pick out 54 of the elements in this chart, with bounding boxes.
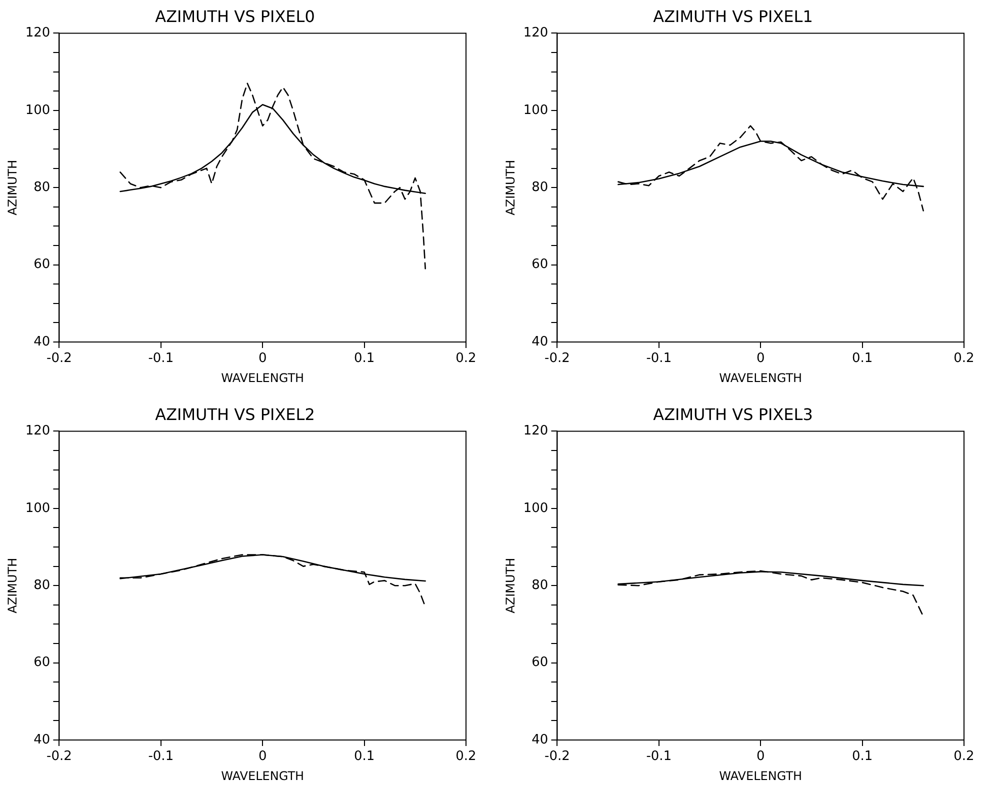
x-tick-label: 0.1: [354, 749, 375, 764]
y-tick-label: 80: [34, 578, 50, 593]
chart-title: AZIMUTH VS PIXEL1: [653, 6, 813, 26]
x-axis-title: WAVELENGTH: [719, 370, 802, 385]
x-tick-label: -0.2: [46, 351, 72, 366]
x-tick-label: -0.2: [544, 749, 570, 764]
x-tick-label: 0.1: [852, 749, 873, 764]
x-tick-label: 0: [258, 351, 267, 366]
y-axis-title: AZIMUTH: [503, 558, 518, 614]
y-tick-label: 100: [25, 500, 50, 516]
y-tick-label: 120: [25, 424, 50, 439]
x-axis-title: WAVELENGTH: [719, 768, 802, 783]
x-tick-label: 0.2: [456, 351, 476, 366]
x-tick-label: -0.2: [544, 351, 570, 366]
x-tick-label: 0: [756, 749, 765, 764]
chart-title: AZIMUTH VS PIXEL2: [155, 404, 315, 424]
y-axis-title: AZIMUTH: [503, 160, 518, 216]
y-tick-label: 60: [34, 655, 50, 670]
y-tick-label: 100: [523, 102, 548, 118]
y-tick-label: 40: [34, 732, 50, 748]
y-tick-label: 60: [34, 257, 50, 272]
line-series: [120, 82, 426, 270]
y-axis-title: AZIMUTH: [5, 558, 20, 614]
x-tick-label: -0.1: [148, 351, 174, 366]
chart-title: AZIMUTH VS PIXEL3: [653, 404, 813, 424]
x-tick-label: 0.1: [852, 351, 873, 366]
y-tick-label: 120: [523, 424, 548, 439]
line-series: [618, 125, 924, 212]
y-axis-title: AZIMUTH: [5, 160, 20, 216]
chart-title: AZIMUTH VS PIXEL0: [155, 6, 315, 26]
x-tick-label: 0.2: [954, 749, 974, 764]
x-tick-label: 0.2: [456, 749, 476, 764]
y-tick-label: 120: [523, 26, 548, 41]
y-tick-label: 80: [532, 180, 548, 195]
y-tick-label: 40: [34, 334, 50, 350]
x-tick-label: -0.2: [46, 749, 72, 764]
y-tick-label: 120: [25, 26, 50, 41]
x-tick-label: 0: [258, 749, 267, 764]
y-tick-label: 60: [532, 257, 548, 272]
y-tick-label: 100: [25, 102, 50, 118]
x-axis-title: WAVELENGTH: [221, 370, 304, 385]
x-tick-label: -0.1: [646, 749, 672, 764]
y-tick-label: 40: [532, 334, 548, 350]
y-tick-label: 100: [523, 500, 548, 516]
x-tick-label: 0.1: [354, 351, 375, 366]
x-tick-label: -0.1: [646, 351, 672, 366]
y-tick-label: 60: [532, 655, 548, 670]
x-tick-label: 0: [756, 351, 765, 366]
y-tick-label: 80: [532, 578, 548, 593]
x-tick-label: 0.2: [954, 351, 974, 366]
x-tick-label: -0.1: [148, 749, 174, 764]
x-axis-title: WAVELENGTH: [221, 768, 304, 783]
y-tick-label: 40: [532, 732, 548, 748]
y-tick-label: 80: [34, 180, 50, 195]
